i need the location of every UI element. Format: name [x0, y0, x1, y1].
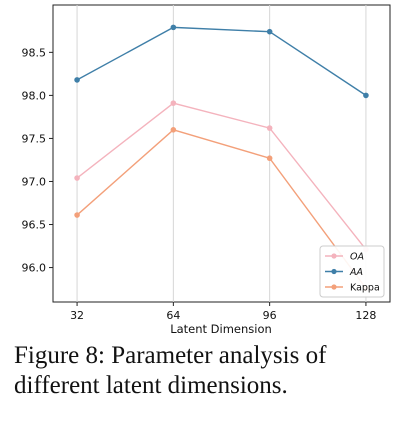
data-point-oa-96 [266, 125, 273, 131]
series-oa [74, 100, 369, 253]
x-tick-label-96: 96 [263, 309, 277, 322]
y-tick-label-96.0: 96.0 [22, 262, 47, 275]
figure-caption: Figure 8: Parameter analysis of differen… [14, 342, 327, 399]
data-point-aa-128 [363, 92, 369, 99]
legend-entry-oa: OA [325, 252, 364, 263]
data-point-oa-64 [170, 100, 177, 106]
x-axis-label: Latent Dimension [170, 322, 272, 336]
series-aa [74, 24, 369, 99]
line-chart: 32 64 96 128 96.0 96.5 97.0 97.5 98.0 98.5 Laten… [22, 4, 391, 336]
plot-frame [52, 4, 391, 303]
data-point-aa-64 [170, 24, 177, 31]
data-point-kappa-96 [266, 155, 273, 162]
series-line-kappa [76, 129, 367, 289]
legend-entry-aa: AA [325, 267, 363, 278]
data-point-oa-32 [74, 175, 80, 181]
legend-entry-kappa: Kappa [325, 283, 380, 294]
y-tick-label-98.0: 98.0 [22, 89, 47, 102]
x-tick-label-32: 32 [70, 309, 84, 322]
y-tick-label-97.0: 97.0 [22, 175, 47, 188]
legend-swatch-marker-kappa [331, 284, 337, 290]
legend-swatch-marker-oa [331, 253, 337, 259]
x-ticks: 32 64 96 128 [70, 302, 376, 322]
legend: OA AA Kappa [319, 245, 385, 298]
data-point-kappa-32 [74, 212, 80, 218]
data-point-aa-96 [266, 28, 273, 35]
legend-label-aa: AA [349, 267, 363, 278]
data-point-kappa-64 [170, 127, 177, 133]
y-tick-label-97.5: 97.5 [22, 132, 47, 145]
data-point-aa-32 [74, 77, 80, 83]
series-line-oa [76, 102, 367, 250]
legend-label-kappa: Kappa [350, 283, 380, 294]
y-tick-label-96.5: 96.5 [22, 219, 47, 232]
legend-label-oa: OA [350, 252, 364, 263]
legend-swatch-marker-aa [331, 268, 337, 275]
y-tick-label-98.5: 98.5 [22, 46, 47, 59]
series-line-aa [76, 26, 367, 96]
x-tick-label-64: 64 [166, 309, 180, 322]
y-ticks: 96.0 96.5 97.0 97.5 98.0 98.5 [22, 46, 53, 275]
x-tick-label-128: 128 [355, 309, 376, 322]
legend-box [319, 245, 385, 298]
